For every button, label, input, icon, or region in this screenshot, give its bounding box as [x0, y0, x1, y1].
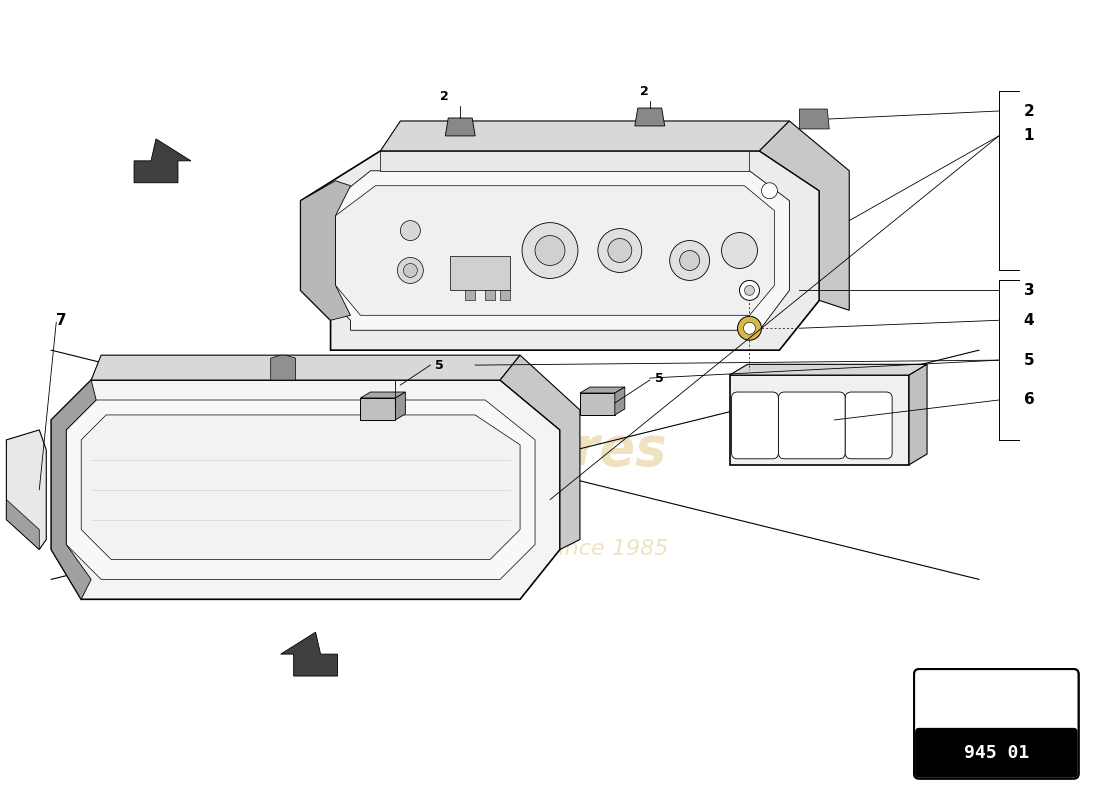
Text: 2: 2 [1024, 103, 1035, 118]
Polygon shape [924, 732, 1069, 737]
Circle shape [761, 182, 778, 198]
Polygon shape [485, 290, 495, 300]
Polygon shape [381, 151, 749, 170]
Polygon shape [381, 121, 790, 151]
Polygon shape [336, 186, 774, 315]
Text: 945 01: 945 01 [964, 744, 1028, 762]
Text: 7: 7 [56, 313, 67, 328]
Polygon shape [7, 500, 40, 550]
Polygon shape [580, 387, 625, 393]
Circle shape [745, 286, 755, 295]
Polygon shape [271, 355, 296, 380]
Circle shape [670, 241, 710, 281]
Text: 4: 4 [1024, 313, 1034, 328]
Polygon shape [361, 398, 395, 420]
Text: 5: 5 [1024, 353, 1034, 368]
Polygon shape [134, 139, 191, 182]
FancyBboxPatch shape [845, 392, 892, 458]
Circle shape [608, 238, 631, 262]
Polygon shape [800, 109, 829, 129]
Circle shape [739, 281, 759, 300]
FancyBboxPatch shape [915, 728, 1078, 778]
Circle shape [598, 229, 641, 273]
Polygon shape [320, 170, 790, 330]
Text: 1: 1 [1024, 129, 1034, 143]
Polygon shape [909, 364, 927, 465]
Polygon shape [280, 632, 338, 676]
Circle shape [744, 322, 756, 334]
FancyBboxPatch shape [732, 392, 779, 458]
Circle shape [737, 316, 761, 340]
Polygon shape [759, 121, 849, 310]
Text: 2: 2 [440, 90, 449, 102]
Polygon shape [395, 392, 406, 420]
FancyBboxPatch shape [779, 392, 845, 458]
Circle shape [535, 235, 565, 266]
Polygon shape [91, 355, 520, 380]
Text: 6: 6 [1024, 393, 1035, 407]
Polygon shape [635, 108, 664, 126]
Text: 5: 5 [436, 358, 444, 372]
Text: a passion for parts since 1985: a passion for parts since 1985 [332, 539, 669, 559]
Polygon shape [361, 392, 406, 398]
Text: 2: 2 [640, 85, 649, 98]
Polygon shape [615, 387, 625, 415]
Polygon shape [7, 430, 46, 550]
Text: 3: 3 [1024, 283, 1034, 298]
Polygon shape [729, 375, 909, 465]
Polygon shape [500, 290, 510, 300]
Polygon shape [450, 255, 510, 290]
Polygon shape [52, 380, 96, 599]
Circle shape [680, 250, 700, 270]
Text: 5: 5 [654, 371, 663, 385]
Polygon shape [300, 181, 351, 320]
Polygon shape [729, 364, 927, 375]
Circle shape [404, 263, 417, 278]
Polygon shape [66, 400, 535, 579]
Circle shape [397, 258, 424, 283]
Circle shape [400, 221, 420, 241]
Polygon shape [446, 118, 475, 136]
Circle shape [522, 222, 578, 278]
Polygon shape [52, 380, 560, 599]
Polygon shape [81, 415, 520, 559]
Polygon shape [465, 290, 475, 300]
Text: autospares: autospares [334, 424, 667, 476]
Polygon shape [580, 393, 615, 415]
Polygon shape [500, 355, 580, 550]
FancyBboxPatch shape [914, 669, 1079, 778]
Polygon shape [300, 151, 820, 350]
Circle shape [722, 233, 758, 269]
